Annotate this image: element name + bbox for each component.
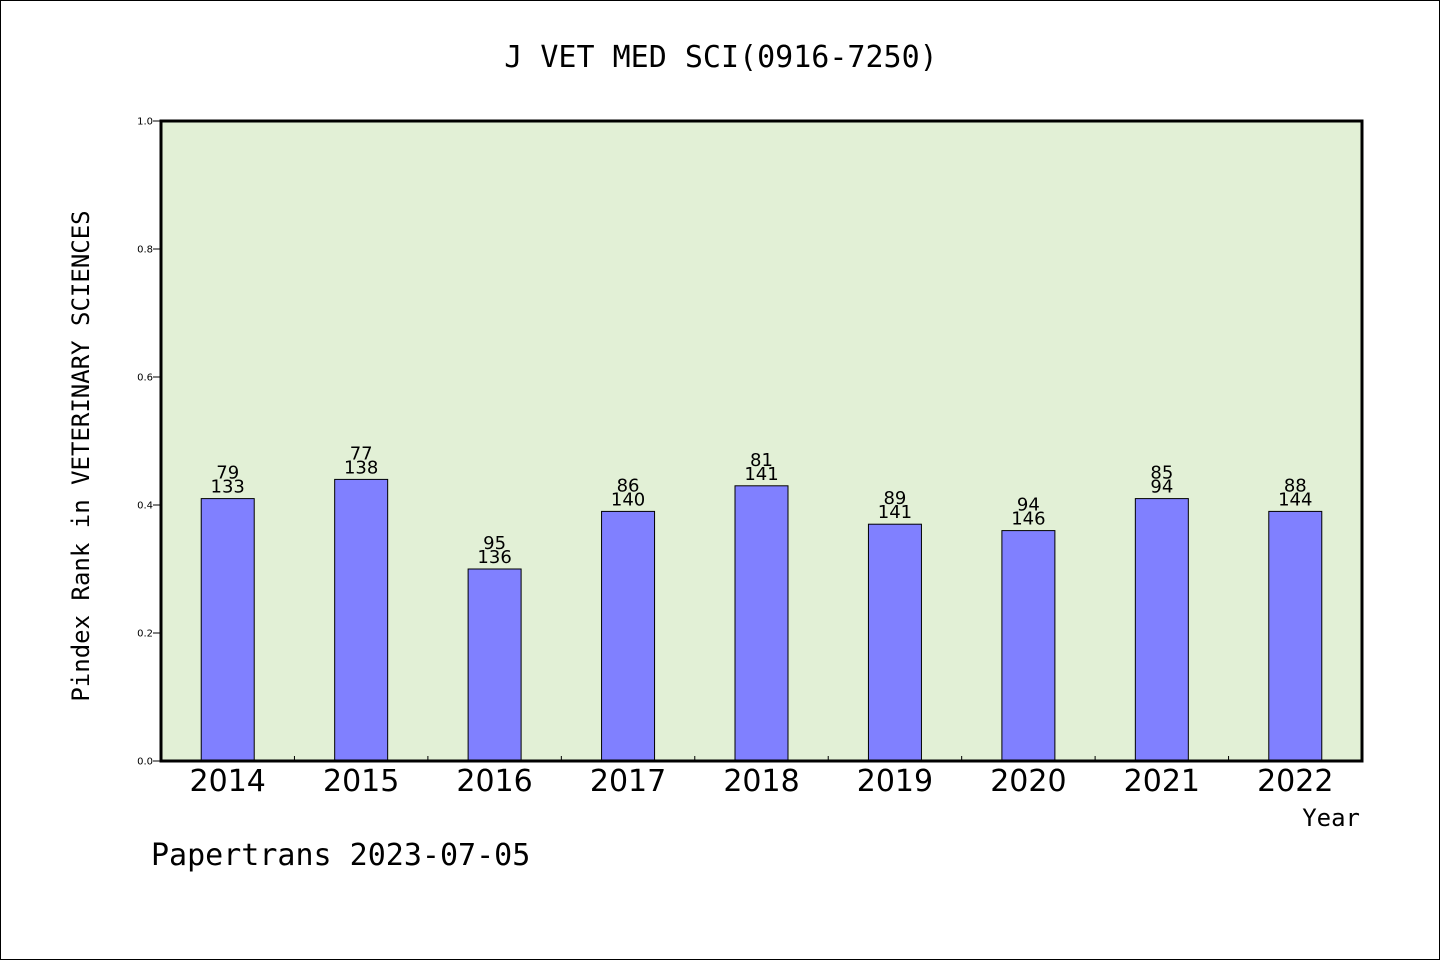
x-tick-label-2021: 2021 <box>1124 764 1200 799</box>
x-tick-label-2016: 2016 <box>456 764 532 799</box>
x-tick-label-2014: 2014 <box>190 764 266 799</box>
x-axis-ticks: 2014 2015 2016 2017 2018 2019 2020 2021 2022 <box>190 756 1333 799</box>
y-tick-label-0.6: 0.6 <box>137 373 153 384</box>
bars-group <box>200 478 1323 762</box>
rank-label-2017: 86 <box>617 475 640 496</box>
footer-credit: Papertrans 2023-07-05 <box>151 838 530 873</box>
rank-label-2014: 79 <box>216 463 239 484</box>
total-label-2022: 144 <box>1278 489 1312 510</box>
bar-2020 <box>1001 530 1056 762</box>
x-axis-label: Year <box>1302 804 1360 832</box>
rank-label-2016: 95 <box>483 533 506 554</box>
bar-2018 <box>734 485 789 762</box>
x-tick-label-2017: 2017 <box>590 764 666 799</box>
bar-2016 <box>467 568 522 762</box>
total-label-2019: 141 <box>878 502 912 523</box>
x-tick-label-2019: 2019 <box>857 764 933 799</box>
y-tick-label-0.2: 0.2 <box>137 629 153 640</box>
x-tick-label-2022: 2022 <box>1257 764 1333 799</box>
y-tick-label-0.0: 0.0 <box>137 757 153 768</box>
y-tick-label-0.8: 0.8 <box>137 245 153 256</box>
rank-label-2019: 89 <box>883 488 906 509</box>
bar-2014 <box>200 498 255 762</box>
total-label-2020: 146 <box>1011 509 1045 530</box>
bar-2019 <box>867 523 922 762</box>
bar-2021 <box>1134 498 1189 762</box>
total-label-2016: 136 <box>477 547 511 568</box>
y-axis-label: Pindex Rank in VETERINARY SCIENCES <box>67 210 95 701</box>
x-tick-label-2015: 2015 <box>323 764 399 799</box>
x-tick-label-2018: 2018 <box>723 764 799 799</box>
plot-frame <box>159 119 1364 763</box>
y-tick-label-1.0: 1.0 <box>137 117 153 128</box>
total-label-2018: 141 <box>744 464 778 485</box>
chart-title: J VET MED SCI(0916-7250) <box>504 40 937 75</box>
rank-label-2021: 85 <box>1150 463 1173 484</box>
rank-label-2018: 81 <box>750 450 773 471</box>
y-tick-label-0.4: 0.4 <box>137 501 153 512</box>
rank-label-2015: 77 <box>350 443 373 464</box>
total-label-2021: 94 <box>1150 477 1173 498</box>
y-axis-ticks: 0.0 0.2 0.4 0.6 0.8 1.0 <box>137 117 161 768</box>
rank-label-2020: 94 <box>1017 495 1040 516</box>
total-label-2015: 138 <box>344 457 378 478</box>
x-tick-label-2020: 2020 <box>990 764 1066 799</box>
bar-2015 <box>334 478 389 762</box>
bar-2022 <box>1268 510 1323 762</box>
bar-2017 <box>601 510 656 762</box>
total-label-2017: 140 <box>611 489 645 510</box>
total-label-2014: 133 <box>211 477 245 498</box>
rank-label-2022: 88 <box>1284 475 1307 496</box>
